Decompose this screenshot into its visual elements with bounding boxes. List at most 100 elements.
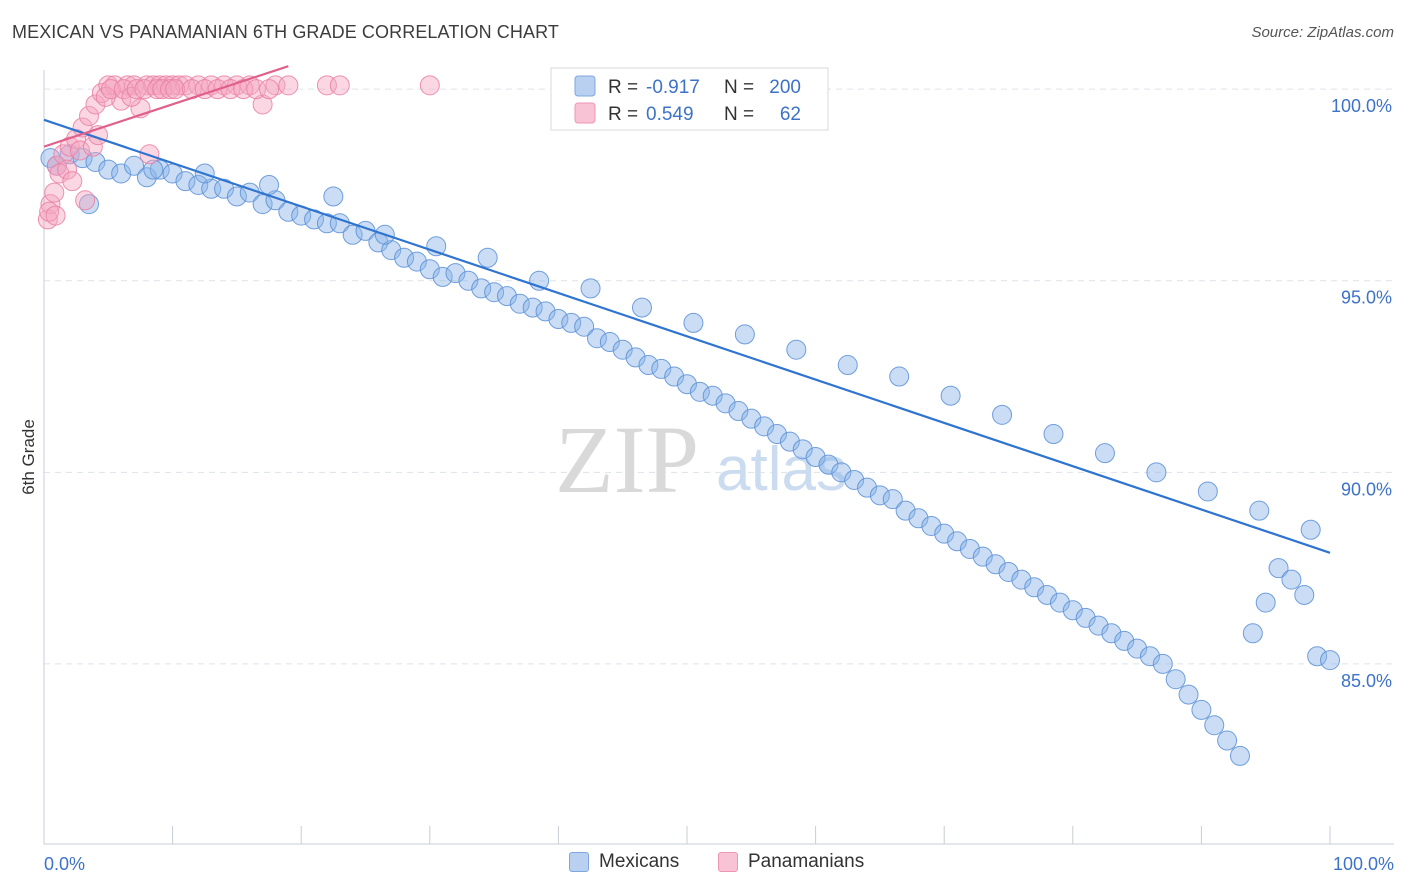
- mexicans-point-67: [895, 500, 916, 521]
- y-tick-labels: 100.0% 95.0% 90.0% 85.0%: [1331, 96, 1392, 691]
- mexicans-point-75: [998, 561, 1019, 582]
- legend: R = -0.917 N = 200 R = 0.549 N = 62: [550, 67, 829, 131]
- panamanians-point-48: [126, 79, 147, 100]
- bottom-legend-panamanians-label: Panamanians: [748, 851, 865, 872]
- legend-frame: [550, 67, 829, 131]
- y-tick-label-95: 95.0%: [1341, 288, 1392, 308]
- mexicans-point-36: [496, 286, 517, 307]
- panamanians-point-41: [75, 190, 96, 211]
- mexicans-point-98: [1294, 584, 1315, 605]
- mexicans-point-63: [844, 469, 865, 490]
- mexicans-point-2: [59, 144, 80, 165]
- mexicans-point-91: [1204, 715, 1225, 736]
- mexicans-point-44: [599, 332, 620, 353]
- mexicans-point-4: [85, 151, 106, 172]
- mexicans-point-12: [188, 174, 209, 195]
- mexicans-point-30: [419, 259, 440, 280]
- mexicans-point-49: [664, 366, 685, 387]
- mexicans-point-65: [869, 485, 890, 506]
- mexicans-point-81: [1075, 607, 1096, 628]
- panamanians-point-40: [70, 140, 91, 161]
- y-axis-title: 6th Grade: [19, 419, 38, 495]
- mexicans-point-117: [940, 385, 961, 406]
- mexicans-point-96: [1268, 558, 1289, 579]
- panamanians-point-38: [57, 159, 78, 180]
- legend-panamanians-n-label: N =: [724, 104, 754, 125]
- mexicans-point-50: [677, 374, 697, 395]
- mexicans-point-72: [959, 538, 980, 559]
- mexicans-point-9: [149, 159, 170, 180]
- mexicans-point-79: [1049, 592, 1070, 613]
- mexicans-point-59: [792, 439, 813, 460]
- mexicans-point-118: [992, 404, 1013, 425]
- mexicans-point-86: [1139, 646, 1160, 667]
- mexicans-point-87: [1152, 653, 1173, 674]
- mexicans-point-95: [1255, 592, 1276, 613]
- mexicans-point-3: [72, 148, 93, 169]
- mexicans-point-74: [985, 554, 1006, 575]
- mexicans-point-85: [1127, 638, 1148, 659]
- y-tick-label-90: 90.0%: [1341, 479, 1392, 499]
- panamanians-point-53: [160, 79, 181, 100]
- legend-panamanians-r-label: R =: [608, 104, 638, 125]
- mexicans-point-61: [818, 454, 839, 475]
- panamanians-point-32: [278, 75, 299, 96]
- bottom-legend: Mexicans Panamanians: [0, 851, 1406, 879]
- panamanians-point-2: [44, 182, 65, 203]
- mexicans-point-110: [580, 278, 601, 299]
- mexicans-point-104: [259, 174, 280, 195]
- watermark-zip: ZIP: [555, 406, 699, 513]
- y-tick-label-100: 100.0%: [1331, 96, 1392, 116]
- mexicans-point-82: [1088, 615, 1109, 636]
- mexicans-point-45: [612, 339, 633, 360]
- mexicans-point-119: [1043, 424, 1064, 445]
- mexicans-point-100: [1320, 650, 1340, 671]
- mexicans-point-60: [805, 447, 826, 467]
- mexicans-point-38: [522, 297, 543, 318]
- mexicans-point-113: [734, 324, 755, 345]
- mexicans-point-105: [323, 186, 344, 207]
- mexicans-point-55: [741, 408, 762, 429]
- mexicans-point-7: [124, 155, 145, 176]
- mexicans-point-115: [837, 355, 858, 376]
- mexicans-point-32: [445, 263, 466, 284]
- mexicans-point-108: [477, 247, 498, 268]
- mexicans-point-64: [857, 477, 878, 498]
- mexicans-point-88: [1165, 669, 1186, 690]
- mexicans-point-24: [342, 224, 363, 245]
- mexicans-point-47: [638, 355, 659, 376]
- panamanians-point-37: [45, 205, 66, 226]
- mexicans-point-69: [921, 515, 942, 536]
- mexicans-point-89: [1178, 684, 1199, 705]
- bottom-legend-mexicans-label: Mexicans: [599, 851, 680, 872]
- panamanians-point-35: [419, 75, 440, 96]
- mexicans-point-35: [484, 282, 505, 303]
- bottom-legend-mexicans: Mexicans: [569, 851, 679, 873]
- mexicans-point-124: [1300, 519, 1321, 540]
- panamanians-point-5: [53, 144, 74, 165]
- mexicans-point-97: [1281, 569, 1302, 590]
- mexicans-point-78: [1037, 584, 1058, 605]
- mexicans-point-15: [226, 186, 247, 207]
- mexicans-point-90: [1191, 699, 1212, 720]
- mexicans-point-28: [394, 247, 415, 268]
- mexicans-point-37: [509, 293, 530, 314]
- mexicans-point-77: [1024, 577, 1045, 598]
- legend-mexicans-n-label: N =: [724, 77, 754, 98]
- mexicans-point-62: [831, 462, 852, 483]
- gridlines: [44, 88, 1394, 665]
- mexicans-point-51: [689, 381, 710, 402]
- mexicans-point-123: [1249, 500, 1270, 521]
- x-tick-label-max: 100.0%: [1333, 854, 1394, 874]
- mexicans-point-52: [702, 385, 723, 406]
- mexicans-point-122: [1197, 481, 1218, 502]
- x-axis-ticks: [43, 826, 1331, 844]
- mexicans-points: [40, 144, 1340, 766]
- legend-mexicans-r-label: R =: [608, 77, 638, 98]
- mexicans-point-48: [651, 358, 672, 379]
- mexicans-point-57: [767, 424, 788, 445]
- panamanians-point-3: [46, 155, 67, 176]
- panamanians-point-10: [85, 94, 106, 115]
- mexicans-point-46: [625, 347, 646, 368]
- mexicans-point-56: [754, 416, 775, 437]
